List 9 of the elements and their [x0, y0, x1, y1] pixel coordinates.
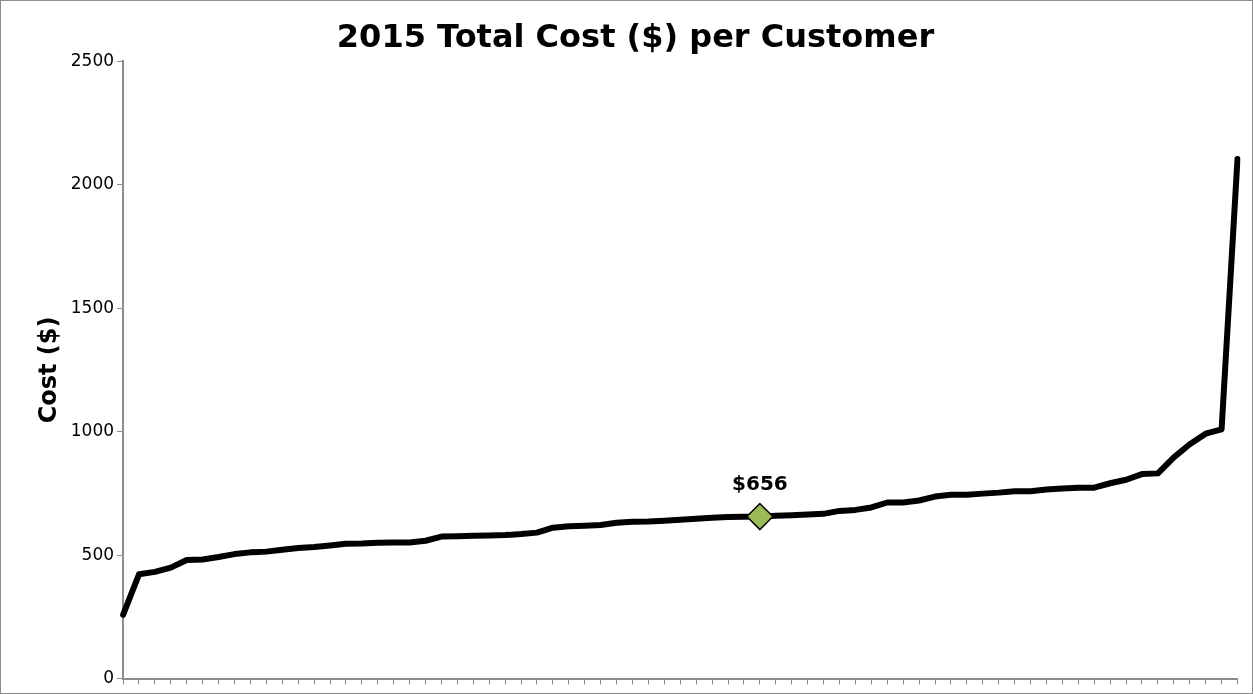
y-tick-label: 500: [81, 543, 115, 564]
y-tick-label: 2500: [70, 49, 115, 70]
chart-title: 2015 Total Cost ($) per Customer: [336, 16, 935, 55]
annotation: $656: [732, 470, 788, 495]
y-tick-label: 2000: [70, 173, 115, 194]
y-tick-label: 1000: [70, 420, 115, 441]
y-tick-label: 1500: [70, 296, 115, 317]
y-axis-title: Cost ($): [33, 316, 62, 424]
y-tick-label: 0: [103, 666, 115, 687]
